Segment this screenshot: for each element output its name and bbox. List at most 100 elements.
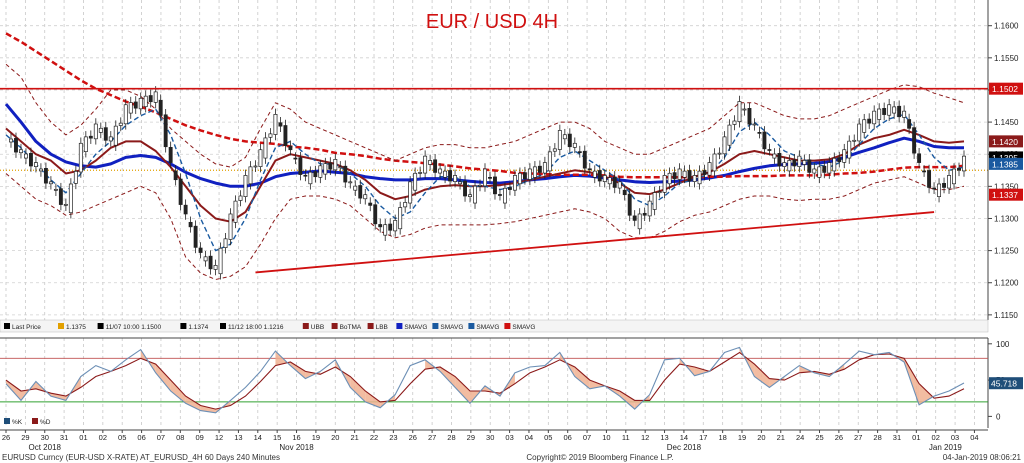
x-tick-label: 31: [60, 433, 68, 442]
candle-body: [228, 213, 233, 240]
candle-body: [507, 187, 512, 190]
osc-fill: [170, 380, 186, 404]
osc-fill: [50, 393, 66, 401]
candle-body: [158, 99, 163, 116]
candle-body: [88, 135, 93, 139]
legend-swatch: [58, 323, 64, 329]
candle-body: [522, 172, 527, 180]
osc-value-tag-label: 45.718: [991, 379, 1017, 389]
osc-fill: [919, 383, 935, 405]
footer-timestamp: 04-Jan-2019 08:06:21: [943, 453, 1022, 462]
candle-body: [707, 162, 712, 176]
candle-body: [318, 165, 323, 178]
legend-label: LBB: [376, 324, 388, 331]
legend-label: BoTMA: [340, 324, 362, 331]
candle-body: [273, 114, 278, 135]
candle-body: [183, 204, 188, 215]
y-tick-label: 1.1250: [994, 247, 1019, 256]
candle-body: [877, 108, 882, 120]
candle-body: [19, 149, 23, 154]
legend-label: 11/07 10:00 1.1500: [106, 324, 162, 331]
candle-body: [937, 183, 942, 197]
candle-body: [178, 178, 183, 205]
candle-body: [512, 175, 517, 191]
candle-body: [802, 160, 807, 165]
candle-body: [333, 159, 338, 171]
candle-body: [782, 162, 787, 167]
candle-body: [433, 159, 438, 173]
candle-body: [58, 188, 63, 205]
x-tick-label: 17: [699, 433, 707, 442]
candle-body: [24, 153, 28, 159]
y-tick-label: 1.1450: [994, 118, 1019, 127]
legend-swatch: [97, 323, 104, 329]
legend-swatch: [180, 323, 187, 329]
candle-body: [697, 170, 702, 185]
candle-body: [572, 142, 577, 148]
candle-body: [413, 172, 418, 191]
candle-body: [383, 224, 388, 236]
candle-body: [612, 176, 617, 188]
x-tick-label: 15: [273, 433, 281, 442]
candle-body: [38, 168, 43, 172]
candle-body: [203, 256, 208, 262]
value-tag: [989, 188, 1023, 201]
x-tick-label: 14: [254, 433, 262, 442]
candle-body: [148, 95, 153, 103]
candle-body: [458, 181, 463, 185]
x-tick-label: 18: [718, 433, 726, 442]
legend-swatch: [367, 323, 374, 329]
x-axis: 26 29 30 31 01 02 05 06 07 08 09 12 13 14 15 16 19 20 21 22…: [0, 429, 988, 452]
x-tick-label: 31: [893, 433, 901, 442]
candle-body: [747, 108, 752, 125]
candle-body: [872, 110, 877, 125]
candle-body: [113, 125, 118, 146]
osc-fill: [470, 385, 485, 404]
osc-series-k: [5, 346, 965, 414]
x-tick-label: 12: [215, 433, 223, 442]
osc-fill: [290, 361, 306, 379]
x-tick-label: 05: [544, 433, 552, 442]
candle-body: [762, 131, 767, 150]
candle-body: [807, 159, 812, 173]
candle-body: [727, 124, 732, 146]
candle-body: [268, 133, 273, 138]
candle-body: [248, 166, 253, 185]
candle-body: [752, 123, 757, 126]
candle-body: [163, 114, 168, 148]
candle-body: [657, 191, 662, 194]
x-tick-label: 21: [350, 433, 358, 442]
x-tick-label: 16: [292, 433, 300, 442]
candle-body: [732, 120, 737, 125]
chart-title: EUR / USD 4H: [426, 11, 558, 33]
osc-legend-label: %K: [12, 419, 23, 426]
legend-label: SMAVG: [440, 324, 463, 331]
legend-swatch: [4, 323, 10, 329]
candle-body: [632, 215, 637, 221]
x-tick-label: 03: [951, 433, 959, 442]
candle-body: [702, 170, 707, 175]
candle-body: [208, 255, 213, 270]
candle-body: [642, 212, 647, 216]
x-tick-label: 13: [234, 433, 242, 442]
x-tick-label: 14: [680, 433, 688, 442]
candle-body: [602, 175, 607, 182]
candle-body: [188, 221, 193, 228]
osc-fill: [754, 364, 770, 388]
candle-body: [867, 118, 872, 124]
candle-body: [213, 265, 218, 270]
candle-body: [93, 123, 98, 140]
candle-body: [348, 181, 353, 184]
osc-series-d: [5, 351, 965, 410]
candle-body: [118, 122, 123, 126]
candle-body: [9, 138, 13, 143]
candle-body: [717, 152, 722, 155]
candle-body: [552, 148, 557, 152]
candle-body: [223, 238, 228, 248]
x-tick-label: 04: [525, 433, 533, 442]
osc-plot-area: [0, 338, 988, 428]
candle-body: [957, 168, 961, 171]
main-grid: [0, 0, 988, 428]
candle-body: [253, 165, 258, 168]
candle-body: [283, 125, 288, 146]
